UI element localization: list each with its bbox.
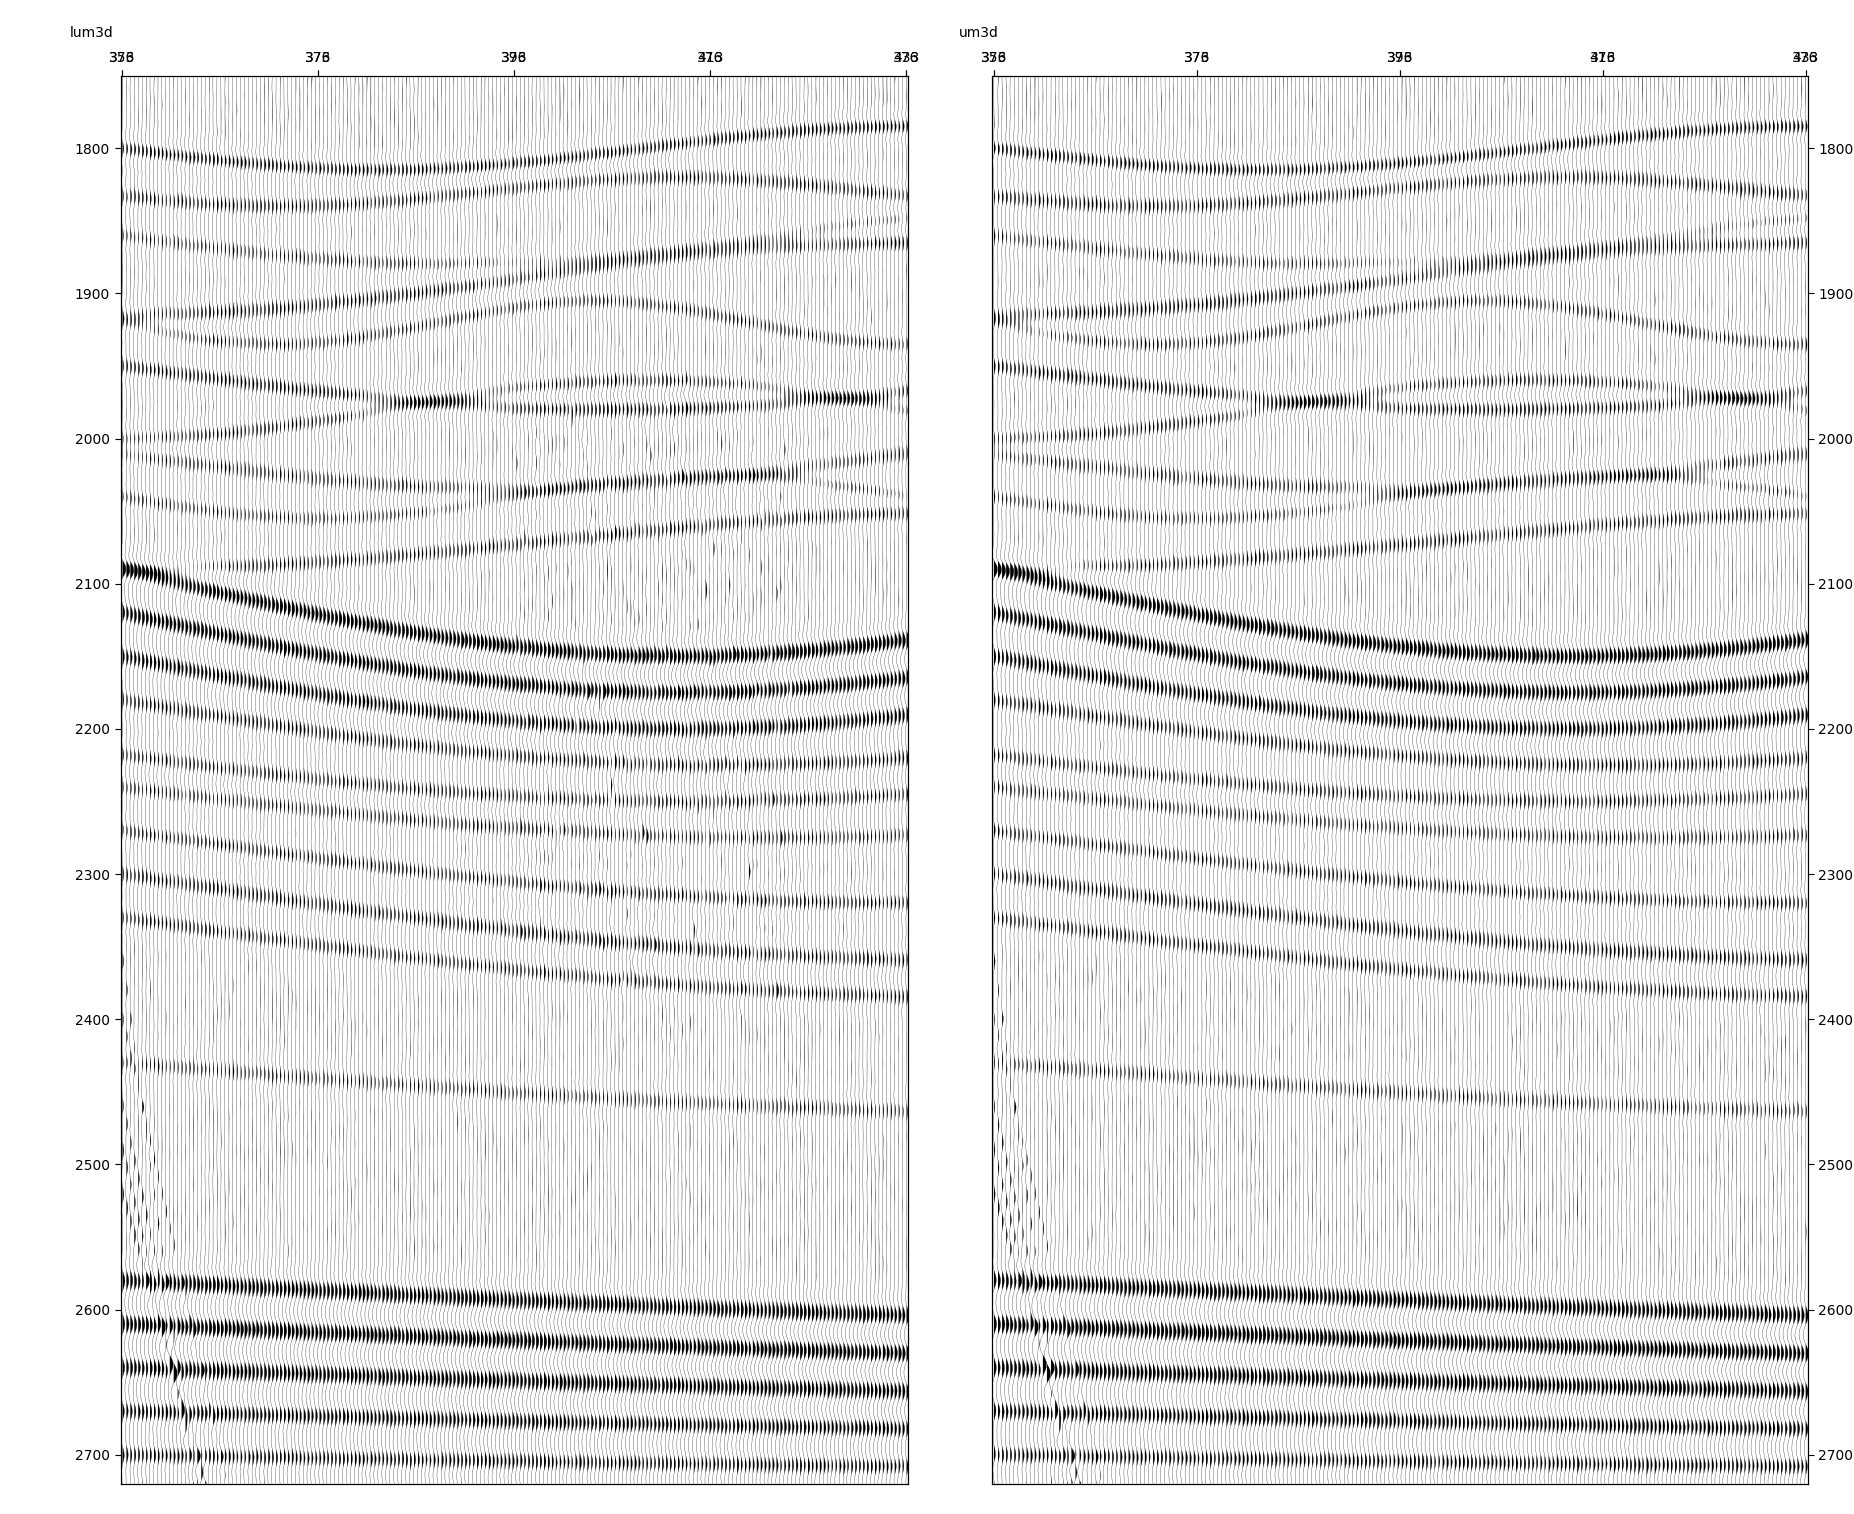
Text: lum3d: lum3d [69, 27, 113, 41]
Text: um3d: um3d [959, 27, 999, 41]
